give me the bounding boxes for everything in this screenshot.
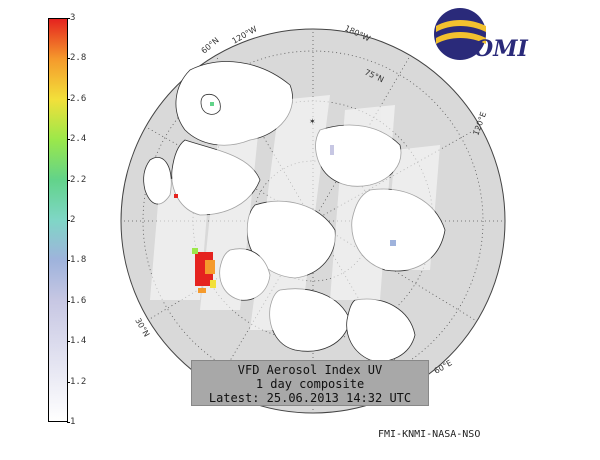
latitude-circle — [142, 50, 484, 392]
omi-logo — [434, 8, 486, 60]
credit-text: FMI-KNMI-NASA-NSO — [378, 429, 481, 440]
timestamp-line: Latest: 25.06.2013 14:32 UTC — [208, 391, 412, 405]
colorbar-tick: 2.4 — [66, 134, 87, 144]
colorbar-tick: 2.2 — [66, 175, 87, 185]
title-line: VFD Aerosol Index UV — [237, 363, 383, 377]
colorbar-tick: 2.6 — [66, 94, 87, 104]
aerosol-hotspot — [174, 102, 396, 293]
colorbar-tick: 1.4 — [66, 336, 87, 346]
colorbar-tick: 1.6 — [66, 296, 87, 306]
map-title-box: VFD Aerosol Index UV 1 day composite Lat… — [191, 360, 429, 406]
colorbar-tick: 3 — [66, 13, 76, 23]
colorbar-tick: 1 — [66, 417, 76, 427]
colorbar-tick: 2 — [66, 215, 76, 225]
colorbar-tick: 1.8 — [66, 255, 87, 265]
graticule-label: 60°N — [200, 36, 221, 56]
satellite-swaths — [150, 95, 440, 330]
pole-marker: ✶ — [309, 117, 316, 126]
subtitle-line: 1 day composite — [255, 377, 365, 391]
colorbar-tick: 1.2 — [66, 377, 87, 387]
colorbar-tick: 2.8 — [66, 53, 87, 63]
omi-logo-text: OMI — [474, 36, 528, 62]
